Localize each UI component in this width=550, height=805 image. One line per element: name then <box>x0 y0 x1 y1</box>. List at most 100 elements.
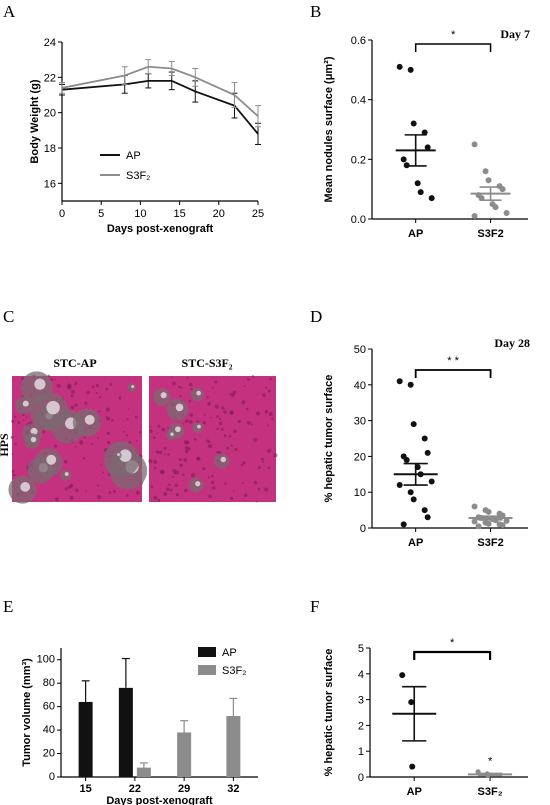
panel-e-chart: 0 20 40 60 80 100 15 22 29 32 Days post-xenograft T… <box>21 647 258 805</box>
tissue-cell <box>123 430 126 433</box>
x-tick-label: 22 <box>129 783 141 795</box>
tissue-cell <box>183 488 188 493</box>
tissue-cell <box>179 395 182 398</box>
tissue-cell <box>211 486 216 490</box>
tissue-cell <box>246 420 251 425</box>
data-point <box>503 517 510 524</box>
tissue-cell <box>207 444 213 449</box>
data-point <box>482 168 489 175</box>
tissue-cell <box>218 417 222 421</box>
data-point <box>492 204 499 211</box>
x-axis-title: Days post-xenograft <box>107 223 214 235</box>
tissue-cell <box>233 429 237 434</box>
data-point <box>471 141 478 148</box>
x-tick-label: 29 <box>178 783 190 795</box>
tissue-cell <box>112 489 116 493</box>
tissue-cell <box>156 432 158 435</box>
panel-f-chart: 0 1 2 3 4 5 AP S3F₂ % hepatic tumor surface * * <box>323 637 528 798</box>
y-tick-label: 40 <box>354 380 366 392</box>
tissue-cell <box>267 389 271 393</box>
tissue-cell <box>214 404 219 409</box>
tissue-cell <box>257 466 261 470</box>
tissue-cell <box>253 480 258 485</box>
tissue-cell <box>163 453 166 456</box>
data-point <box>407 489 414 496</box>
tissue-cell <box>240 463 244 467</box>
tissue-cell <box>206 396 209 399</box>
y-tick-label: 40 <box>43 724 55 736</box>
tissue-cell <box>228 393 231 396</box>
x-tick-label: 20 <box>213 208 225 220</box>
tissue-cell <box>25 416 28 419</box>
significance-label: * <box>450 637 455 649</box>
tissue-cell <box>69 495 74 500</box>
x-category-label: S3F2 <box>477 228 503 240</box>
vessel-lumen <box>116 453 120 456</box>
significance-label: * * <box>447 355 459 367</box>
histology-right-title: STC-S3F₂ <box>182 356 233 370</box>
tissue-cell <box>184 446 189 450</box>
tissue-cell <box>268 411 273 416</box>
tissue-cell <box>260 457 264 461</box>
tissue-cell <box>163 491 168 496</box>
data-point <box>414 180 421 187</box>
day-annotation: Day 28 <box>494 336 530 350</box>
bar <box>226 716 241 777</box>
data-point <box>400 521 407 528</box>
tissue-cell <box>17 421 21 424</box>
tissue-cell <box>232 490 235 492</box>
tissue-cell <box>267 466 271 470</box>
tissue-cell <box>149 429 153 434</box>
legend-label: AP <box>222 647 237 659</box>
tissue-cell <box>153 466 157 470</box>
tissue-cell <box>163 446 167 450</box>
tissue-cell <box>74 382 77 386</box>
tissue-cell <box>184 419 189 424</box>
tissue-cell <box>56 383 61 388</box>
tissue-cell <box>241 400 246 405</box>
panel-letter-e: E <box>3 597 13 616</box>
significance-bracket <box>413 650 492 660</box>
tissue-cell <box>264 386 268 389</box>
tissue-cell <box>203 413 206 416</box>
tissue-cell <box>188 420 193 424</box>
tissue-cell <box>13 415 17 419</box>
vessel-lumen <box>170 432 174 436</box>
y-tick-label: 50 <box>354 344 366 356</box>
y-tick-label: 0 <box>360 523 366 535</box>
tissue-cell <box>255 411 261 416</box>
tissue-cell <box>262 460 265 463</box>
vessel-lumen <box>196 390 201 396</box>
tissue-cell <box>226 446 229 450</box>
tissue-cell <box>95 392 98 395</box>
tissue-cell <box>214 380 218 384</box>
tissue-cell <box>95 384 99 388</box>
panel-letter-f: F <box>310 597 319 616</box>
tissue-cell <box>74 445 77 448</box>
tissue-cell <box>184 449 189 454</box>
data-point <box>421 435 428 442</box>
tissue-cell <box>148 459 153 464</box>
tissue-cell <box>91 385 95 389</box>
y-tick-label: 0.2 <box>351 154 366 166</box>
y-tick-label: 0.0 <box>351 214 366 226</box>
tissue-cell <box>54 444 58 448</box>
y-tick-label: 24 <box>44 37 56 49</box>
tissue-cell <box>135 490 140 495</box>
tissue-cell <box>181 473 185 476</box>
tissue-cell <box>251 375 255 378</box>
x-category-label: AP <box>407 786 422 798</box>
legend-label: S3F₂ <box>126 170 150 182</box>
panel-d-chart: 0 10 20 30 40 50 AP S3F2 % hepatic tumor surface… <box>323 336 530 549</box>
tissue-cell <box>250 423 253 426</box>
data-point <box>475 523 482 530</box>
tissue-cell <box>228 435 232 438</box>
tissue-cell <box>257 487 261 491</box>
point-star-marker: * <box>488 755 493 767</box>
tissue-cell <box>135 439 138 442</box>
vessel-lumen <box>118 449 132 462</box>
tissue-cell <box>182 423 185 425</box>
histology-row-label: HPS <box>0 433 11 457</box>
data-point <box>409 763 416 770</box>
tissue-cell <box>210 480 215 485</box>
